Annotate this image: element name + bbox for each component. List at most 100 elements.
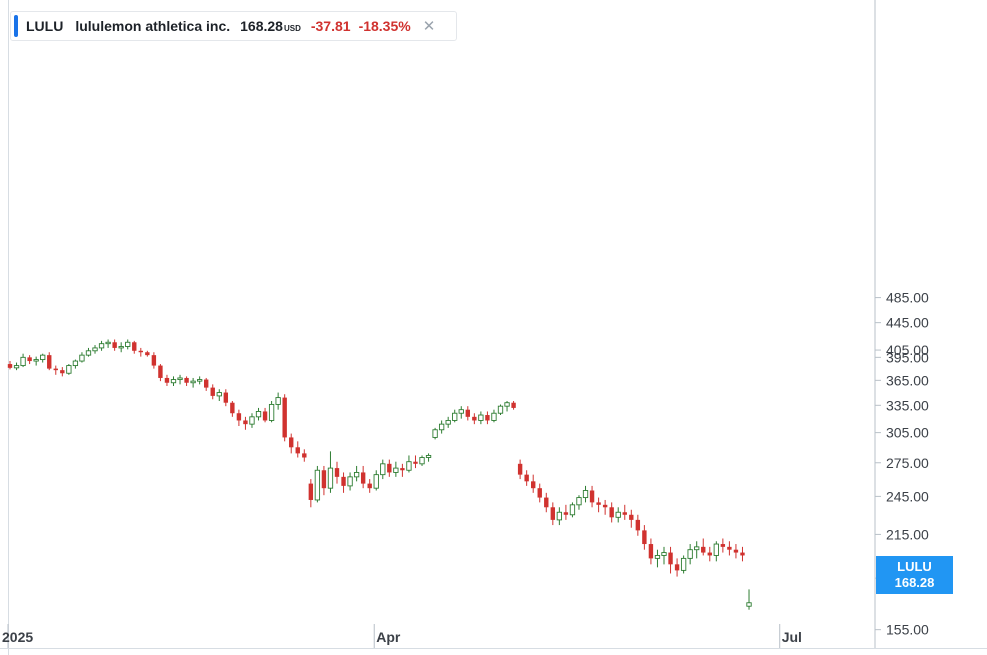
candle-down [602, 504, 608, 508]
candle-up [347, 476, 353, 487]
candle-up [314, 469, 321, 501]
candle-up [504, 402, 510, 407]
header-change: -37.81 [310, 18, 351, 34]
candles-group [7, 339, 752, 610]
candle-down [720, 544, 726, 547]
candle-up [491, 412, 497, 421]
header-symbol: LULU [26, 18, 64, 34]
y-tick-label: 365.00 [886, 372, 929, 388]
chart-border-left [8, 0, 9, 655]
candle-down [668, 552, 673, 565]
candle-down [465, 409, 470, 417]
candle-down [622, 512, 627, 515]
candle-up [190, 380, 196, 384]
candle-down [112, 342, 117, 348]
candle-up [746, 602, 752, 607]
last-price-tag-symbol: LULU [897, 559, 932, 574]
x-tick-label: Jul [782, 629, 802, 645]
candle-down [236, 413, 242, 421]
y-tick-label: 445.00 [886, 315, 929, 331]
x-tick-label: Apr [376, 629, 401, 645]
candle-up [373, 474, 379, 489]
candle-up [694, 546, 700, 551]
candle-down [563, 512, 569, 515]
last-price-tag: LULU 168.28 [876, 556, 953, 594]
candle-up [615, 511, 621, 518]
x-axis-ticks: 2025 Apr Jul [2, 624, 802, 648]
close-icon[interactable]: ✕ [422, 18, 436, 35]
header-price: 168.28 [240, 18, 283, 34]
y-tick-label: 275.00 [886, 455, 929, 471]
candle-up [72, 360, 79, 367]
candle-up [576, 497, 582, 506]
candle-down [367, 483, 372, 489]
candle-up [13, 365, 20, 369]
candle-up [380, 463, 386, 476]
candle-down [413, 461, 418, 464]
candle-down [132, 342, 137, 351]
candle-up [170, 379, 177, 384]
candle-down [517, 463, 523, 475]
y-tick-label: 485.00 [886, 290, 929, 306]
candle-down [537, 488, 542, 498]
candle-down [27, 357, 32, 362]
y-tick-label: 405.00 [886, 342, 929, 358]
candle-down [7, 364, 13, 368]
y-tick-label: 335.00 [886, 397, 929, 413]
candle-up [425, 454, 432, 458]
candle-down [243, 420, 248, 425]
candle-down [47, 355, 52, 369]
candle-down [485, 415, 490, 421]
candle-up [458, 409, 464, 414]
candle-down [184, 377, 189, 383]
candle-down [308, 483, 314, 500]
y-tick-label: 305.00 [886, 425, 929, 441]
y-tick-label: 395.00 [886, 349, 929, 365]
candle-down [701, 546, 706, 553]
candle-down [472, 416, 477, 421]
candle-up [85, 350, 92, 356]
candle-down [321, 470, 327, 489]
candle-up [438, 423, 445, 431]
candle-down [223, 392, 229, 403]
candle-down [629, 514, 634, 520]
candle-up [393, 467, 399, 473]
candle-up [249, 416, 255, 425]
candle-up [569, 504, 576, 516]
candle-down [53, 368, 58, 371]
candle-up [353, 471, 360, 478]
candle-up [255, 411, 262, 418]
candle-down [531, 481, 536, 489]
candle-down [733, 549, 739, 553]
candle-up [92, 347, 98, 352]
candle-down [550, 507, 556, 520]
candle-up [177, 377, 183, 380]
candle-down [138, 350, 143, 353]
candle-up [20, 356, 26, 367]
candle-down [158, 365, 163, 378]
candle-up [66, 365, 72, 374]
candle-up [33, 359, 39, 362]
candle-up [713, 543, 719, 556]
candle-down [524, 474, 529, 482]
candle-up [445, 420, 451, 425]
candle-up [478, 414, 484, 421]
candle-down [262, 411, 268, 421]
candle-down [230, 402, 235, 414]
candle-up [216, 392, 222, 397]
candle-down [210, 387, 215, 396]
candle-down [145, 352, 150, 356]
candle-up [125, 341, 131, 347]
candle-down [360, 472, 366, 484]
candle-up [197, 379, 203, 382]
chart-border-bottom [0, 648, 987, 649]
candle-up [556, 511, 563, 521]
candle-down [387, 463, 392, 473]
candle-down [282, 397, 287, 438]
quote-header: LULU lululemon athletica inc. 168.28 USD… [10, 11, 457, 41]
candle-up [432, 429, 438, 438]
candle-down [289, 437, 294, 448]
candle-up [98, 343, 105, 349]
